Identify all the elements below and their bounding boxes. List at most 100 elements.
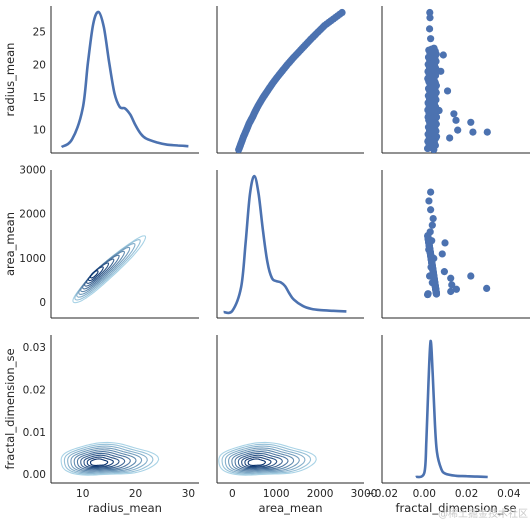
y-axis-label: area_mean [3, 212, 17, 276]
y-tick-label: 0.00 [23, 469, 46, 481]
contour-line [60, 441, 160, 476]
scatter-point [426, 14, 434, 22]
scatter-point [443, 87, 452, 95]
scatter-point [447, 287, 455, 296]
scatter-point [429, 65, 437, 74]
y-tick-label: 0.03 [23, 342, 46, 354]
contour-line [76, 451, 131, 471]
contour-line [221, 443, 312, 475]
panel-fractal_dimension_se-vs-area_mean [216, 335, 364, 484]
scatter-point [426, 136, 435, 144]
scatter-point [447, 274, 455, 282]
scatter-point [424, 130, 432, 138]
scatter-point [428, 125, 436, 133]
scatter-point [430, 276, 439, 284]
x-tick-label: 0.00 [413, 488, 436, 500]
scatter-point [432, 113, 441, 121]
x-axis-label: area_mean [258, 501, 322, 515]
scatter-point [336, 10, 344, 18]
x-tick-label: 2000 [307, 488, 334, 500]
scatter-point [467, 272, 475, 280]
scatter-point [432, 96, 440, 104]
kde-contour-area-vs-fractal [218, 441, 317, 476]
scatter-point [469, 128, 477, 136]
kde-curve-fractal_dimension_se [415, 339, 488, 479]
x-tick-label: −0.02 [366, 488, 398, 500]
scatter-area-vs-fractal [424, 188, 491, 299]
scatter-point [467, 118, 475, 126]
scatter-point [432, 89, 440, 97]
y-axis-label: fractal_dimension_se [3, 348, 17, 469]
y-tick-label: 0.02 [23, 384, 46, 396]
contour-line [89, 270, 99, 279]
x-tick-label: 30 [182, 488, 195, 500]
scatter-point [427, 59, 435, 67]
scatter-point [427, 76, 436, 85]
scatter-point [439, 51, 447, 59]
y-tick-label: 2000 [19, 209, 46, 221]
scatter-point [483, 128, 491, 136]
contour-line [241, 454, 278, 469]
contour-line [237, 452, 283, 470]
x-tick-label: 0.02 [455, 488, 478, 500]
scatter-point [452, 116, 460, 124]
scatter-point [454, 126, 462, 134]
y-tick-label: 0 [39, 297, 46, 309]
y-tick-label: 1000 [19, 253, 46, 265]
contour-line [89, 458, 109, 466]
contour-line [87, 266, 104, 282]
panel-area_mean-vs-radius_mean [50, 170, 199, 319]
scatter-point [425, 25, 434, 33]
contour-line [247, 458, 266, 466]
x-tick-label: 20 [129, 488, 142, 500]
kde-contour-radius-vs-fractal [60, 441, 160, 476]
scatter-point [429, 265, 437, 274]
scatter-point [446, 134, 454, 142]
y-tick-label: 3000 [19, 165, 46, 177]
scatter-point [427, 206, 435, 214]
contour-line [231, 449, 295, 472]
contour-line [86, 262, 110, 284]
y-tick-label: 15 [33, 92, 46, 104]
contour-line [73, 449, 137, 472]
x-tick-label: 1000 [263, 488, 290, 500]
scatter-point [431, 54, 439, 62]
contour-line [224, 445, 306, 474]
scatter-point [483, 284, 491, 292]
panel-radius_mean-vs-area_mean [216, 6, 364, 154]
scatter-point [429, 142, 437, 151]
scatter-point [427, 188, 435, 196]
panel-radius_mean-vs-radius_mean [50, 6, 199, 154]
contour-line [84, 258, 115, 287]
contour-line [83, 454, 120, 469]
scatter-point [430, 83, 438, 91]
scatter-point [448, 281, 456, 289]
scatter-point [430, 131, 439, 139]
scatter-point [441, 239, 449, 247]
contour-line [234, 451, 289, 471]
scatter-point [431, 47, 439, 55]
y-tick-label: 20 [33, 59, 46, 71]
kde-curve-radius_mean [60, 10, 189, 149]
y-axis-label: radius_mean [3, 43, 17, 117]
kde-contour-radius-vs-area [72, 235, 147, 304]
scatter-point [425, 241, 433, 249]
contour-line [80, 452, 126, 470]
panel-area_mean-vs-area_mean [216, 170, 364, 319]
y-tick-label: 10 [33, 125, 46, 137]
scatter-point [450, 110, 458, 118]
watermark-label: @稀土掘金技术社区 [438, 509, 528, 520]
contour-line [244, 456, 272, 468]
x-axis-label: radius_mean [88, 501, 162, 515]
x-tick-label: 0.04 [497, 488, 521, 500]
contour-line [86, 456, 115, 468]
scatter-radius-vs-fractal [424, 8, 491, 153]
scatter-point [432, 120, 440, 128]
y-tick-label: 0.01 [23, 427, 46, 439]
watermark-text: @稀土掘金技术社区 [438, 502, 528, 521]
scatter-radius-vs-area [235, 8, 346, 153]
panel-radius_mean-vs-fractal_dimension_se [381, 6, 530, 154]
x-tick-label: 3000 [351, 488, 378, 500]
y-tick-label: 25 [33, 27, 46, 39]
